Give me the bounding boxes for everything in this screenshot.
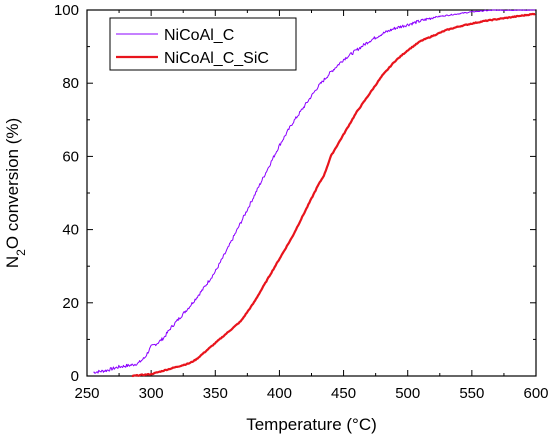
y-tick-label: 60 bbox=[62, 148, 79, 165]
y-axis-label-subscript: 2 bbox=[14, 249, 28, 256]
x-tick-label: 500 bbox=[395, 385, 420, 402]
y-tick-label: 40 bbox=[62, 222, 79, 239]
x-axis-label: Temperature (°C) bbox=[246, 415, 377, 434]
x-tick-label: 350 bbox=[203, 385, 228, 402]
legend-box bbox=[109, 17, 297, 71]
x-tick-label: 400 bbox=[267, 385, 292, 402]
y-tick-label: 20 bbox=[62, 295, 79, 312]
x-axis: 250 300 350 400 450 500 550 600 bbox=[74, 10, 549, 402]
x-tick-label: 550 bbox=[459, 385, 484, 402]
x-tick-label: 450 bbox=[331, 385, 356, 402]
y-axis: 0 20 40 60 80 100 bbox=[54, 2, 536, 385]
series-group bbox=[93, 9, 536, 378]
x-tick-label: 300 bbox=[139, 385, 164, 402]
series-line-nicoal-c bbox=[93, 9, 536, 374]
y-tick-label: 80 bbox=[62, 75, 79, 92]
y-axis-label: N2O conversion (%) bbox=[3, 118, 28, 268]
legend: NiCoAl_C NiCoAl_C_SiC bbox=[109, 17, 297, 71]
x-tick-label: 250 bbox=[74, 385, 99, 402]
legend-label-nicoal-c: NiCoAl_C bbox=[164, 27, 234, 44]
legend-label-nicoal-c-sic: NiCoAl_C_SiC bbox=[164, 50, 269, 67]
y-tick-label: 0 bbox=[71, 368, 79, 385]
y-tick-label: 100 bbox=[54, 2, 79, 19]
series-line-nicoal-c-sic bbox=[131, 12, 536, 378]
y-axis-label-suffix: O conversion (%) bbox=[3, 118, 22, 249]
x-tick-label: 600 bbox=[523, 385, 548, 402]
y-axis-label-prefix: N bbox=[3, 256, 22, 268]
